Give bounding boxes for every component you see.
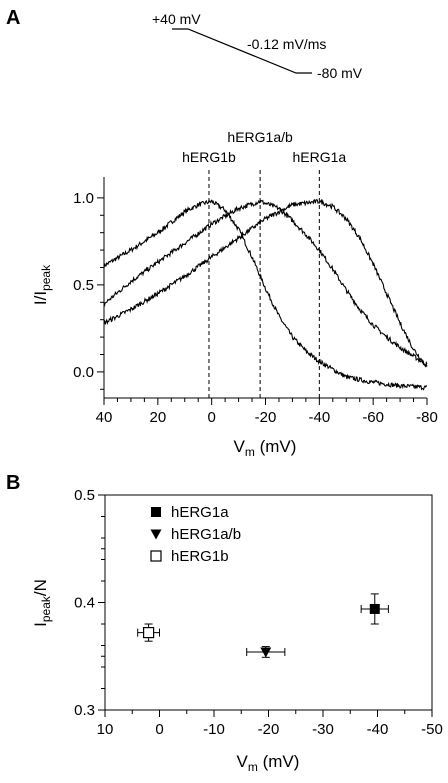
y-tick-label: 0.5 [73,277,94,294]
peak-marker-label: hERG1a/b [227,129,293,145]
x-tick-label: -20 [255,409,277,426]
chart-a-x-title-main: V [234,437,246,456]
x-tick-label: -50 [421,721,443,738]
x-tick-label: 40 [96,409,113,426]
chart-b-y-title-unit: /N [31,579,50,596]
ramp-end-label: -80 mV [317,65,363,81]
x-tick-label: 0 [207,409,215,426]
chart-b-legend: hERG1a hERG1a/b hERG1b [150,504,241,565]
x-tick-label: -40 [367,721,389,738]
ramp-rate-label: -0.12 mV/ms [247,36,326,52]
chart-b-x-title-unit: (mV) [258,752,300,771]
data-point-hERG1a [369,603,380,614]
chart-a-y-title: I/Ipeak [31,264,53,305]
chart-a-annotations: hERG1b hERG1a/b hERG1a [182,129,346,165]
ramp-protocol: +40 mV -0.12 mV/ms -80 mV [152,11,363,81]
legend-label: hERG1a [171,504,229,521]
chart-b-x-title: Vm (mV) [237,752,300,774]
x-tick-label: -60 [362,409,384,426]
y-tick-label: 0.0 [73,364,94,381]
legend-label: hERG1a/b [171,526,241,543]
chart-b-x-title-main: V [237,752,249,771]
legend-marker-hERG1b [150,550,162,562]
panel-a-letter: A [6,7,20,29]
panel-b-letter: B [6,472,20,494]
x-tick-label: -20 [258,721,280,738]
chart-a-x-title-sub: m [245,445,255,459]
chart-b-y-ticks: 0.3 0.4 0.5 [74,487,105,719]
chart-a-y-title-main: I/I [31,291,50,305]
chart-b-y-title-sub: peak [39,595,53,622]
peak-marker-label: hERG1b [182,149,236,165]
chart-a: hERG1b hERG1a/b hERG1a 40 20 0 -20 -40 -60 -80 0… [31,129,438,459]
chart-b-frame [104,494,433,711]
trace-hERG1b [103,198,427,391]
y-tick-label: 0.4 [74,595,95,612]
peak-marker-label: hERG1a [292,149,346,165]
ramp-start-label: +40 mV [152,11,201,27]
legend-marker-hERG1a-b [150,529,162,540]
chart-b-points [137,593,389,658]
x-tick-label: 0 [155,721,163,738]
x-tick-label: -80 [416,409,438,426]
trace-hERG1a [103,198,428,368]
chart-a-x-title-unit: (mV) [255,437,297,456]
chart-b-y-title-main: I [31,622,50,627]
chart-b-y-title: Ipeak/N [31,579,53,627]
trace-hERG1a-b [103,199,428,368]
data-point-hERG1a-b [260,647,272,658]
x-tick-label: 20 [149,409,166,426]
y-tick-label: 0.3 [74,702,95,719]
chart-a-y-ticks: 0.0 0.5 1.0 [73,190,104,390]
x-tick-label: -10 [203,721,225,738]
x-tick-label: 10 [97,721,114,738]
chart-b-x-ticks: 10 0 -10 -20 -30 -40 -50 [97,710,443,738]
chart-a-x-title: Vm (mV) [234,437,297,459]
chart-b-x-title-sub: m [248,760,258,774]
chart-a-x-ticks: 40 20 0 -20 -40 -60 -80 [96,398,438,426]
y-tick-label: 1.0 [73,190,94,207]
chart-b: 10 0 -10 -20 -30 -40 -50 0.30.40.5 hERG1ahERG1… [31,487,443,774]
legend-marker-hERG1a [151,507,161,517]
x-tick-label: -40 [308,409,330,426]
chart-a-series [103,198,428,391]
data-point-hERG1b [143,626,155,639]
chart-a-y-title-sub: peak [39,264,53,291]
y-tick-label: 0.5 [74,487,95,504]
x-tick-label: -30 [312,721,334,738]
ramp-protocol-trace [172,28,312,74]
legend-label: hERG1b [171,548,229,565]
